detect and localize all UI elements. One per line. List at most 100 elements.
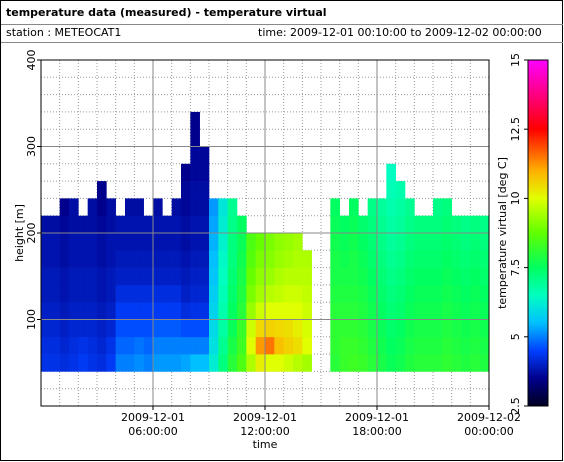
heatmap-cell	[386, 336, 396, 355]
heatmap-cell	[414, 284, 424, 303]
heatmap-cell	[162, 267, 172, 286]
heatmap-cell	[87, 250, 98, 268]
heatmap-cell	[414, 336, 424, 355]
heatmap-cell	[218, 233, 228, 251]
heatmap-cell	[358, 336, 368, 355]
heatmap-cell	[218, 284, 228, 303]
heatmap-cell	[218, 354, 228, 372]
heatmap-cell	[97, 284, 107, 303]
heatmap-cell	[69, 336, 79, 355]
heatmap-cell	[41, 284, 51, 303]
heatmap-cell	[255, 336, 266, 355]
heatmap-cell	[274, 233, 284, 251]
heatmap-cell	[274, 319, 284, 338]
heatmap-cell	[255, 250, 266, 268]
heatmap-cell	[423, 319, 434, 338]
heatmap-cell	[97, 250, 107, 268]
heatmap-cell	[293, 250, 303, 268]
heatmap-cell	[395, 336, 406, 355]
heatmap-cell	[433, 284, 443, 303]
heatmap-cell	[479, 250, 490, 268]
heatmap-cell	[97, 336, 107, 355]
heatmap-cell	[265, 233, 275, 251]
heatmap-cell	[358, 302, 368, 320]
heatmap-cell	[255, 354, 266, 372]
heatmap-cell	[106, 267, 116, 286]
heatmap-cell	[115, 284, 126, 303]
heatmap-cell	[41, 250, 51, 268]
heatmap-cell	[227, 198, 238, 216]
heatmap-cell	[237, 250, 247, 268]
heatmap-cell	[377, 336, 387, 355]
heatmap-cell	[442, 198, 452, 216]
heatmap-cell	[461, 302, 471, 320]
heatmap-cell	[190, 198, 200, 216]
heatmap-cell	[190, 163, 200, 182]
heatmap-cell	[302, 267, 312, 286]
heatmap-cell	[190, 284, 200, 303]
heatmap-cell	[125, 233, 135, 251]
heatmap-cell	[274, 284, 284, 303]
heatmap-cell	[190, 146, 200, 165]
heatmap-cell	[330, 319, 340, 338]
heatmap-cell	[78, 250, 88, 268]
heatmap-cell	[423, 284, 434, 303]
heatmap-cell	[283, 336, 294, 355]
heatmap-cell	[115, 302, 126, 320]
heatmap-cell	[143, 215, 154, 234]
heatmap-cell	[479, 284, 490, 303]
heatmap-cell	[218, 215, 228, 234]
heatmap-cell	[143, 250, 154, 268]
heatmap-cell	[50, 302, 60, 320]
heatmap-cell	[405, 250, 415, 268]
heatmap-cell	[283, 233, 294, 251]
heatmap-cell	[451, 319, 462, 338]
heatmap-cell	[386, 284, 396, 303]
heatmap-cell	[59, 354, 70, 372]
heatmap-cell	[237, 284, 247, 303]
heatmap-cell	[115, 336, 126, 355]
heatmap-cell	[470, 336, 480, 355]
heatmap-cell	[153, 250, 163, 268]
heatmap-cell	[405, 233, 415, 251]
heatmap-cell	[386, 181, 396, 199]
heatmap-cell	[69, 319, 79, 338]
heatmap-cell	[395, 319, 406, 338]
heatmap-cell	[125, 250, 135, 268]
heatmap-cell	[461, 336, 471, 355]
heatmap-cell	[69, 233, 79, 251]
heatmap-cell	[143, 284, 154, 303]
heatmap-cell	[246, 302, 256, 320]
heatmap-cell	[153, 267, 163, 286]
heatmap-cell	[50, 215, 60, 234]
heatmap-cell	[41, 302, 51, 320]
heatmap-cell	[395, 284, 406, 303]
heatmap-cell	[470, 250, 480, 268]
heatmap-cell	[181, 233, 191, 251]
heatmap-cell	[59, 336, 70, 355]
heatmap-cell	[339, 354, 350, 372]
heatmap-cell	[181, 250, 191, 268]
heatmap-cell	[171, 336, 182, 355]
heatmap-cell	[358, 233, 368, 251]
heatmap-cell	[265, 354, 275, 372]
heatmap-cell	[171, 267, 182, 286]
x-tick-label: 2009-12-01 12:00:00	[233, 411, 297, 438]
heatmap-cell	[97, 198, 107, 216]
heatmap-cell	[358, 215, 368, 234]
heatmap-cell	[125, 284, 135, 303]
heatmap-cell	[78, 215, 88, 234]
heatmap-cell	[423, 354, 434, 372]
heatmap-cell	[265, 250, 275, 268]
heatmap-cell	[106, 215, 116, 234]
heatmap-cell	[134, 319, 144, 338]
heatmap-cell	[199, 267, 210, 286]
heatmap-cell	[414, 354, 424, 372]
heatmap-cell	[414, 233, 424, 251]
heatmap-cell	[405, 284, 415, 303]
heatmap-cell	[367, 354, 378, 372]
heatmap-cell	[367, 267, 378, 286]
heatmap-cell	[143, 302, 154, 320]
heatmap-cell	[246, 319, 256, 338]
heatmap-cell	[199, 181, 210, 199]
